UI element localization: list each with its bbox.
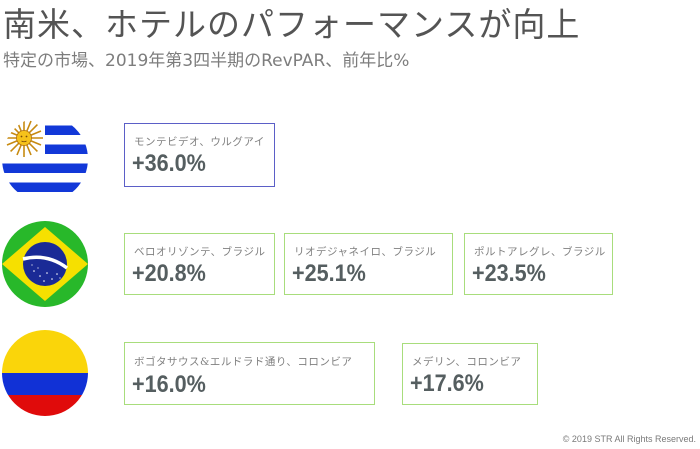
- page-title: 南米、ホテルのパフォーマンスが向上: [3, 5, 581, 44]
- market-name: ポルトアレグレ、ブラジル: [474, 246, 606, 258]
- page-subtitle: 特定の市場、2019年第3四半期のRevPAR、前年比%: [3, 51, 410, 71]
- revpar-change-value: +16.0%: [132, 371, 206, 398]
- market-card-bogota: ボゴタサウス&エルドラド通り、コロンビア +16.0%: [124, 342, 375, 405]
- market-name: ベロオリゾンテ、ブラジル: [134, 246, 266, 258]
- market-card-rio-de-janeiro: リオデジャネイロ、ブラジル +25.1%: [284, 233, 453, 295]
- market-card-medellin: メデリン、コロンビア +17.6%: [402, 343, 538, 405]
- revpar-change-value: +17.6%: [410, 370, 484, 397]
- brazil-flag-icon: [2, 221, 88, 307]
- market-name: モンテビデオ、ウルグアイ: [134, 136, 265, 148]
- revpar-change-value: +23.5%: [472, 260, 546, 287]
- revpar-change-value: +25.1%: [292, 260, 366, 287]
- colombia-flag-icon: [2, 330, 88, 416]
- market-name: メデリン、コロンビア: [412, 356, 522, 368]
- uruguay-flag-icon: [2, 116, 88, 202]
- market-card-belo-horizonte: ベロオリゾンテ、ブラジル +20.8%: [124, 233, 275, 295]
- copyright-notice: © 2019 STR All Rights Reserved.: [562, 434, 696, 444]
- market-card-montevideo: モンテビデオ、ウルグアイ +36.0%: [124, 123, 275, 187]
- market-name: リオデジャネイロ、ブラジル: [294, 246, 437, 258]
- market-name: ボゴタサウス&エルドラド通り、コロンビア: [134, 356, 353, 368]
- revpar-change-value: +20.8%: [132, 260, 206, 287]
- revpar-change-value: +36.0%: [132, 150, 206, 177]
- market-card-porto-alegre: ポルトアレグレ、ブラジル +23.5%: [464, 233, 613, 295]
